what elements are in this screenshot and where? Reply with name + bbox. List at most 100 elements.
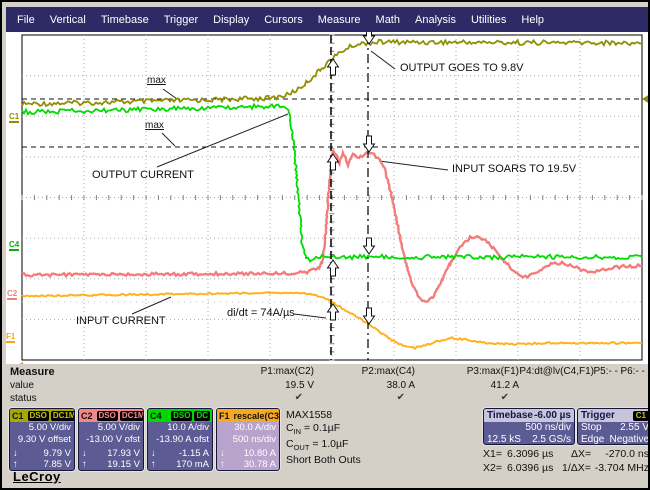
cursor-marker-down-icon[interactable] — [362, 237, 376, 255]
trace-c2 — [21, 148, 643, 303]
cursor-invdx-value: -3.704 MHz — [594, 462, 649, 474]
c2-vdiv: 5.00 V/div — [97, 422, 140, 433]
measure-title: Measure — [10, 366, 55, 378]
c2-dso-badge: DSO — [96, 410, 118, 421]
measure-p6-label[interactable]: P6:- - - — [620, 366, 650, 377]
cursor-marker-down-icon[interactable] — [362, 135, 376, 153]
menu-analysis[interactable]: Analysis — [415, 13, 456, 26]
cout-note: COUT = 1.0µF — [286, 438, 349, 453]
channel-zero-label-c1[interactable]: C1 — [9, 112, 20, 123]
c2-coupling-badge: DC1M — [119, 410, 143, 421]
annotation-output-current: OUTPUT CURRENT — [92, 169, 194, 181]
down-arrow-icon: ↓ — [220, 448, 225, 459]
menu-measure[interactable]: Measure — [317, 13, 361, 26]
cursor-marker-down-icon[interactable] — [362, 32, 376, 45]
channel-box-c2[interactable]: C2 DSO DC1M 5.00 V/div -13.00 V ofst ↓ 17… — [78, 408, 144, 471]
up-arrow-icon: ↑ — [151, 459, 156, 470]
timebase-delay: -6.00 µs — [534, 410, 571, 421]
channel-zero-label-c4[interactable]: C4 — [9, 240, 20, 251]
annotation-didt: di/dt = 74A/µs — [227, 307, 295, 319]
down-arrow-icon: ↓ — [151, 448, 156, 459]
c1-vdiv: 5.00 V/div — [28, 422, 71, 433]
menu-cursors[interactable]: Cursors — [264, 13, 303, 26]
annotation-input-current: INPUT CURRENT — [76, 315, 166, 327]
trigger-level: 2.55 V — [620, 422, 649, 433]
cursor-marker-up-icon[interactable] — [326, 303, 340, 321]
measure-p2-label[interactable]: P2:max(C4) — [361, 366, 415, 377]
annotation-line — [156, 113, 289, 168]
c4-dso-badge: DSO — [171, 410, 193, 421]
cursor-x2-label: X2= — [483, 462, 502, 474]
lecroy-logo: LeCroy — [13, 469, 61, 484]
up-arrow-icon: ↑ — [82, 459, 87, 470]
trigger-title: Trigger — [581, 410, 615, 421]
device-notes: MAX1558 CIN = 0.1µF COUT = 1.0µF Short B… — [286, 409, 361, 467]
measure-p2-value: 38.0 A — [386, 380, 415, 391]
menu-vertical[interactable]: Vertical — [49, 13, 86, 26]
channel-zero-label-c2[interactable]: C2 — [7, 289, 18, 300]
cursor-marker-up-icon[interactable] — [326, 153, 340, 171]
cursor-x1-label: X1= — [483, 448, 502, 460]
trace-f1 — [21, 291, 642, 351]
measure-p3-status-icon: ✔ — [500, 392, 509, 403]
measure-p3-label[interactable]: P3:max(F1) — [466, 366, 519, 377]
cursor-marker-up-icon[interactable] — [326, 259, 340, 277]
trace-c1 — [21, 38, 643, 108]
c1-min: 9.79 V — [43, 448, 71, 459]
annotation-line — [162, 88, 178, 100]
annotation-max-c2: max — [145, 120, 164, 131]
annotation-line — [370, 50, 396, 70]
timebase-rate: 2.5 GS/s — [532, 433, 571, 445]
channel-box-c4[interactable]: C4 DSO DC 10.0 A/div -13.90 A ofst ↓ -1.1… — [147, 408, 213, 471]
measure-p1-value: 19.5 V — [285, 380, 314, 391]
menu-trigger[interactable]: Trigger — [163, 13, 199, 26]
c2-label: C2 — [81, 410, 93, 421]
channel-box-c1[interactable]: C1 DSO DC1M 5.00 V/div 9.30 V offset ↓ 9.… — [9, 408, 75, 471]
menu-utilities[interactable]: Utilities — [470, 13, 507, 26]
c4-min: -1.15 A — [178, 448, 209, 459]
f1-function: rescale(C3) — [233, 410, 280, 421]
menu-math[interactable]: Math — [375, 13, 400, 26]
menu-help[interactable]: Help — [521, 13, 545, 26]
annotation-max-c1: max — [147, 75, 166, 86]
menu-file[interactable]: File — [17, 13, 35, 26]
trigger-type: Edge — [581, 433, 605, 445]
c1-label: C1 — [12, 410, 24, 421]
measure-p1-label[interactable]: P1:max(C2) — [260, 366, 314, 377]
f1-tdiv: 500 ns/div — [232, 433, 276, 445]
waveform-svg — [19, 32, 648, 364]
trigger-slope: Negative — [609, 433, 649, 445]
timebase-samples: 12.5 kS — [487, 433, 521, 445]
up-arrow-icon: ↑ — [13, 459, 18, 470]
measure-p4-label[interactable]: P4:dt@lv(C4,F1) — [519, 366, 594, 377]
cursor-dx-value: -270.0 ns — [605, 448, 649, 460]
measure-p3-value: 41.2 A — [490, 380, 519, 391]
test-condition-note: Short Both Outs — [286, 454, 361, 467]
measure-p5-label[interactable]: P5:- - - — [593, 366, 624, 377]
menu-bar: File Vertical Timebase Trigger Display C… — [6, 7, 648, 32]
bottom-panel: Measure value status P1:max(C2) P2:max(C… — [6, 364, 648, 486]
cursor-marker-down-icon[interactable] — [362, 307, 376, 325]
trigger-box[interactable]: Trigger C1 Stop 2.55 V Edge Negative — [577, 408, 649, 445]
annotation-line — [293, 313, 327, 319]
cursor-marker-up-icon[interactable] — [326, 58, 340, 76]
menu-timebase[interactable]: Timebase — [100, 13, 149, 26]
timebase-scale: 500 ns/div — [525, 422, 571, 433]
annotation-line — [378, 160, 449, 171]
c4-max: 170 mA — [176, 459, 209, 470]
math-box-f1[interactable]: F1 rescale(C3) 30.0 A/div 500 ns/div ↓ 10… — [216, 408, 280, 471]
measure-row-status: status — [10, 393, 37, 404]
timebase-box[interactable]: Timebase -6.00 µs 500 ns/div 12.5 kS 2.5 … — [483, 408, 575, 445]
waveform-grid[interactable]: OUTPUT GOES TO 9.8V INPUT SOARS TO 19.5V O… — [6, 32, 648, 364]
up-arrow-icon: ↑ — [220, 459, 225, 470]
trigger-delay-arrow-icon — [19, 362, 23, 364]
cursor-x1-value: 6.3096 µs — [507, 448, 554, 460]
c4-offset: -13.90 A ofst — [156, 433, 209, 445]
menu-display[interactable]: Display — [213, 13, 250, 26]
c4-adiv: 10.0 A/div — [167, 422, 209, 433]
trace-c4 — [21, 102, 643, 263]
trigger-mode: Stop — [581, 422, 602, 433]
channel-zero-label-f1[interactable]: F1 — [6, 332, 16, 343]
annotation-output-goes-to: OUTPUT GOES TO 9.8V — [400, 62, 524, 74]
